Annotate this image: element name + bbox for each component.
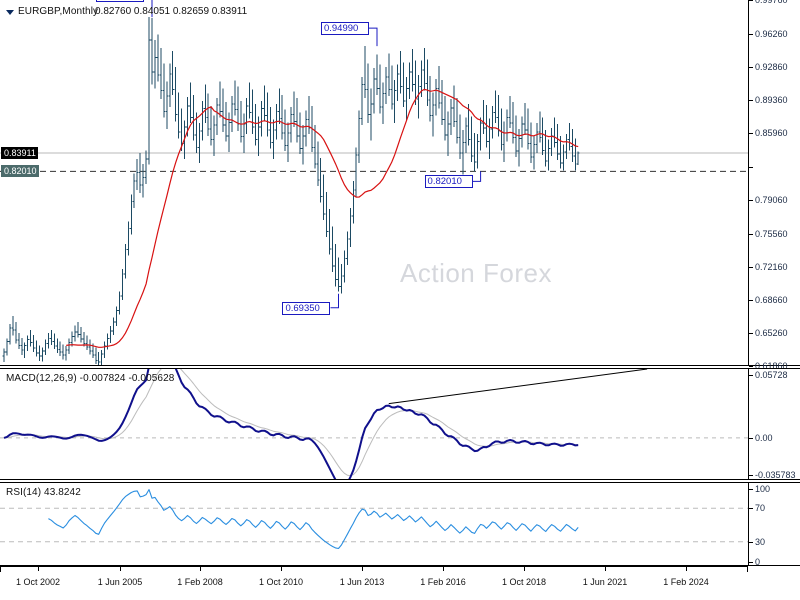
rsi-panel: RSI(14) 43.8242 100 70 30 0 bbox=[0, 482, 800, 567]
axis-tick bbox=[749, 437, 753, 439]
ohlc-bars bbox=[2, 17, 580, 365]
time-tick-label: 1 Oct 2010 bbox=[258, 577, 304, 587]
axis-tick-label: 0.65260 bbox=[755, 328, 788, 339]
axis-tick bbox=[749, 508, 753, 510]
macd-chart-svg bbox=[0, 369, 748, 479]
axis-tick-label: 0.72160 bbox=[755, 261, 788, 272]
macd-plot-area[interactable] bbox=[0, 369, 748, 479]
time-tick-label: 1 Oct 2002 bbox=[15, 577, 61, 587]
time-tick-label: 1 Feb 2024 bbox=[663, 577, 709, 587]
price-axis[interactable]: 0.99760 0.96260 0.92860 0.89360 0.85960 0.790… bbox=[748, 0, 800, 371]
price-panel: EURGBP,Monthly 0.82760 0.84051 0.82659 0… bbox=[0, 0, 800, 371]
symbol-period-label: EURGBP,Monthly bbox=[18, 6, 99, 17]
axis-tick bbox=[749, 133, 753, 135]
time-tick bbox=[281, 566, 282, 571]
rsi-line bbox=[48, 489, 579, 550]
axis-tick-label: 0.89360 bbox=[755, 95, 788, 106]
axis-tick bbox=[749, 366, 753, 367]
ohlc-quote-readout: 0.82760 0.84051 0.82659 0.83911 bbox=[95, 6, 248, 17]
axis-tick bbox=[749, 33, 753, 35]
triangle-down-icon[interactable] bbox=[6, 10, 14, 15]
axis-tick-label: 0.75560 bbox=[755, 228, 788, 239]
rsi-axis[interactable]: 100 70 30 0 bbox=[748, 483, 800, 567]
time-tick-label: 1 Jun 2013 bbox=[339, 577, 385, 587]
macd-trendline bbox=[388, 369, 648, 405]
time-tick bbox=[120, 566, 121, 571]
axis-tick bbox=[749, 541, 753, 543]
axis-tick-label: 0.68660 bbox=[755, 295, 788, 306]
axis-tick-label: 0.99760 bbox=[755, 0, 788, 5]
axis-tick bbox=[749, 233, 753, 235]
axis-tick-label: 0.05728 bbox=[755, 370, 788, 380]
time-tick bbox=[38, 566, 39, 571]
axis-tick bbox=[749, 489, 753, 490]
callout-swing-high-2016: 0.94990 bbox=[320, 22, 369, 36]
moving-average-line bbox=[66, 88, 579, 348]
time-tick-label: 1 Feb 2008 bbox=[177, 577, 223, 587]
last-price-tag: 0.83911 bbox=[1, 147, 38, 160]
rsi-label: RSI(14) 43.8242 bbox=[6, 487, 81, 498]
callout-swing-high-2008: 0.97990 bbox=[96, 0, 144, 3]
price-chart-svg bbox=[0, 0, 748, 365]
axis-tick bbox=[749, 100, 753, 102]
callout-leaders bbox=[151, 0, 482, 309]
time-axis-origin bbox=[0, 566, 1, 572]
axis-tick-label: 0.00 bbox=[755, 432, 773, 443]
axis-tick-label: 0.92860 bbox=[755, 61, 788, 72]
axis-tick bbox=[749, 475, 753, 476]
time-axis-line bbox=[0, 566, 748, 567]
axis-tick bbox=[749, 562, 753, 563]
macd-main-line bbox=[3, 369, 579, 479]
axis-tick bbox=[749, 199, 753, 201]
rsi-chart-svg bbox=[0, 489, 748, 550]
time-tick-label: 1 Jun 2005 bbox=[97, 577, 143, 587]
axis-tick bbox=[749, 0, 753, 1]
time-tick bbox=[605, 566, 606, 571]
time-axis[interactable]: 1 Oct 2002 1 Jun 2005 1 Feb 2008 1 Oct 2010… bbox=[0, 566, 800, 600]
time-tick bbox=[686, 566, 687, 571]
watermark-label: Action Forex bbox=[400, 258, 552, 288]
rsi-plot-area[interactable] bbox=[0, 483, 748, 565]
macd-label: MACD(12,26,9) -0.007824 -0.005628 bbox=[6, 373, 175, 384]
axis-tick bbox=[749, 375, 753, 376]
time-tick bbox=[200, 566, 201, 571]
macd-signal-line bbox=[3, 369, 579, 477]
axis-tick bbox=[749, 266, 753, 268]
time-tick bbox=[362, 566, 363, 571]
axis-tick bbox=[749, 66, 753, 68]
axis-tick-label: 0.61860 bbox=[755, 361, 788, 371]
time-tick-label: 1 Jun 2021 bbox=[582, 577, 628, 587]
time-tick bbox=[524, 566, 525, 571]
axis-tick-label: 100 bbox=[755, 484, 771, 494]
axis-tick-label: 0.85960 bbox=[755, 128, 788, 139]
axis-tick-label: 70 bbox=[755, 503, 766, 514]
time-tick bbox=[443, 566, 444, 571]
macd-axis[interactable]: 0.05728 0.00 -0.035783 bbox=[748, 369, 800, 480]
price-plot-area[interactable] bbox=[0, 0, 748, 365]
axis-tick bbox=[749, 300, 753, 302]
axis-tick-label: 0.96260 bbox=[755, 28, 788, 39]
macd-panel: MACD(12,26,9) -0.007824 -0.005628 0.0572… bbox=[0, 368, 800, 480]
axis-tick bbox=[749, 333, 753, 335]
axis-tick-label: 30 bbox=[755, 536, 766, 547]
axis-tick-label: 0 bbox=[755, 557, 761, 567]
callout-support-level: 0.82010 bbox=[424, 175, 473, 189]
time-tick-label: 1 Oct 2018 bbox=[501, 577, 547, 587]
axis-tick-label: -0.035783 bbox=[755, 470, 796, 480]
callout-swing-low-2015: 0.69350 bbox=[282, 301, 331, 315]
axis-tick bbox=[749, 167, 753, 169]
time-tick-label: 1 Feb 2016 bbox=[420, 577, 466, 587]
time-axis-end bbox=[747, 566, 748, 572]
level-price-tag: 0.82010 bbox=[1, 165, 39, 178]
axis-tick-label: 0.79060 bbox=[755, 194, 788, 205]
